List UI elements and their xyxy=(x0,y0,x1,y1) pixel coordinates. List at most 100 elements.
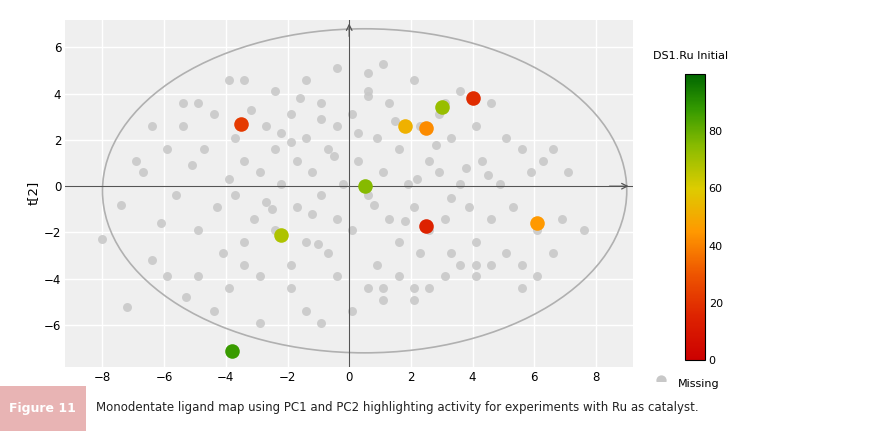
Point xyxy=(382,215,396,222)
Point xyxy=(392,273,406,280)
Text: DS1.Ru Initial: DS1.Ru Initial xyxy=(653,51,728,61)
Point xyxy=(145,122,159,129)
Point xyxy=(376,60,390,67)
Point xyxy=(469,122,483,129)
Point xyxy=(346,308,360,315)
Point xyxy=(284,139,298,146)
Point xyxy=(453,261,467,268)
Point xyxy=(336,181,350,187)
Point xyxy=(546,146,560,153)
Point xyxy=(465,95,479,102)
Point xyxy=(253,169,267,176)
Point xyxy=(228,192,242,199)
Point xyxy=(330,65,344,72)
Point xyxy=(493,181,507,187)
Point xyxy=(299,308,313,315)
Point xyxy=(453,181,467,187)
Point xyxy=(284,285,298,292)
Point xyxy=(145,257,159,264)
Point xyxy=(361,92,375,99)
Point xyxy=(431,111,445,118)
Point xyxy=(274,129,288,136)
Point xyxy=(346,227,360,233)
Point xyxy=(314,99,328,106)
Point xyxy=(352,129,366,136)
Point xyxy=(423,285,436,292)
Point xyxy=(292,95,306,102)
Point xyxy=(330,215,344,222)
Point xyxy=(114,201,128,208)
Point xyxy=(515,285,529,292)
Point xyxy=(253,319,267,326)
Point xyxy=(306,210,320,217)
Point xyxy=(392,146,406,153)
Point xyxy=(222,285,236,292)
Point xyxy=(237,261,251,268)
Point xyxy=(284,261,298,268)
Point xyxy=(253,273,267,280)
Point xyxy=(438,99,452,106)
Point xyxy=(469,261,483,268)
Point xyxy=(161,146,175,153)
Point xyxy=(314,319,328,326)
Point xyxy=(435,104,449,111)
Point xyxy=(216,250,230,257)
Point xyxy=(320,250,334,257)
Point xyxy=(120,303,134,310)
Point xyxy=(299,134,313,141)
Point xyxy=(398,122,412,129)
Point xyxy=(410,176,424,183)
Point xyxy=(169,192,183,199)
Point xyxy=(555,215,569,222)
Point xyxy=(274,181,288,187)
Point xyxy=(314,192,328,199)
Point xyxy=(438,273,452,280)
Point xyxy=(237,76,251,83)
Point xyxy=(444,194,458,201)
Point xyxy=(135,169,149,176)
Point xyxy=(370,261,384,268)
Point xyxy=(197,146,211,153)
Point xyxy=(191,227,205,233)
Point xyxy=(423,227,436,233)
X-axis label: t[1]: t[1] xyxy=(337,388,361,401)
Point xyxy=(537,157,551,164)
Point xyxy=(228,134,242,141)
Point xyxy=(179,294,193,301)
Point xyxy=(481,171,495,178)
Point xyxy=(330,273,344,280)
Point xyxy=(274,231,288,238)
Point xyxy=(361,88,375,95)
Point xyxy=(268,88,282,95)
Point xyxy=(191,273,205,280)
Point xyxy=(524,169,538,176)
Point xyxy=(210,204,223,210)
Point xyxy=(654,376,668,384)
Point xyxy=(382,99,396,106)
Point xyxy=(222,76,236,83)
Point xyxy=(429,141,443,148)
Point xyxy=(444,134,458,141)
Point xyxy=(207,308,221,315)
Point xyxy=(290,204,304,210)
Point xyxy=(505,204,519,210)
Point xyxy=(320,146,334,153)
Point xyxy=(561,169,575,176)
Point xyxy=(407,285,421,292)
Point xyxy=(327,153,340,160)
Point xyxy=(129,157,143,164)
Point xyxy=(234,120,248,127)
Point xyxy=(265,206,279,213)
Point xyxy=(314,115,328,122)
Point xyxy=(352,157,366,164)
Point xyxy=(376,296,390,303)
Text: Monodentate ligand map using PC1 and PC2 highlighting activity for experiments w: Monodentate ligand map using PC1 and PC2… xyxy=(96,401,698,414)
Text: Figure 11: Figure 11 xyxy=(10,402,76,415)
Point xyxy=(438,215,452,222)
Point xyxy=(175,122,189,129)
Point xyxy=(515,146,529,153)
Text: Missing: Missing xyxy=(678,379,720,389)
Point xyxy=(237,238,251,245)
Point xyxy=(259,122,273,129)
Point xyxy=(361,285,375,292)
